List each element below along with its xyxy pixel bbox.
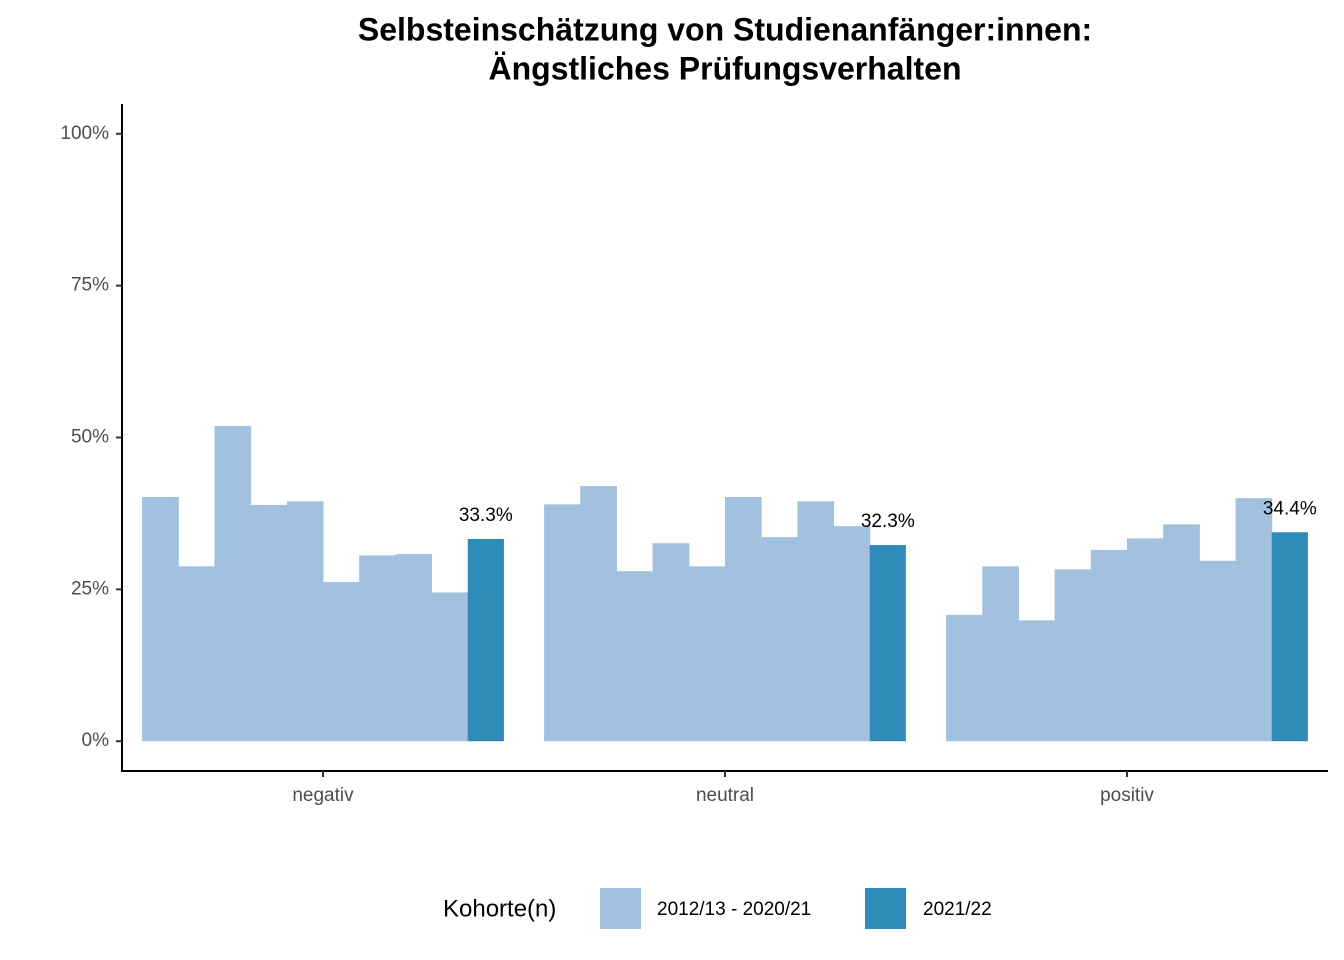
bar xyxy=(431,592,469,742)
bar xyxy=(544,504,581,742)
x-tick-label: positiv xyxy=(1100,785,1154,806)
bar xyxy=(761,537,798,742)
y-tick-label: 0% xyxy=(82,730,110,751)
bar xyxy=(869,545,906,742)
bar xyxy=(1090,549,1128,742)
bar xyxy=(178,566,215,742)
bar xyxy=(250,504,288,742)
bar xyxy=(467,538,504,742)
bar xyxy=(688,566,726,742)
bar xyxy=(1127,538,1164,742)
bar xyxy=(1163,524,1200,742)
bar xyxy=(797,501,835,742)
bar xyxy=(214,425,252,742)
bar xyxy=(1054,569,1092,742)
legend-label: 2012/13 - 2020/21 xyxy=(657,899,811,920)
bar xyxy=(286,501,324,742)
y-tick-label: 50% xyxy=(71,427,109,448)
bar xyxy=(142,497,179,742)
bar xyxy=(616,571,654,742)
bar xyxy=(323,582,360,742)
chart-title: Ängstliches Prüfungsverhalten xyxy=(489,50,962,86)
bar xyxy=(833,526,871,742)
bar xyxy=(1271,532,1308,742)
bar xyxy=(652,543,690,742)
legend-label: 2021/22 xyxy=(923,899,992,920)
value-label: 34.4% xyxy=(1263,498,1317,519)
value-label: 32.3% xyxy=(861,511,915,532)
legend-swatch xyxy=(600,888,641,929)
bar xyxy=(359,555,396,742)
x-tick-label: negativ xyxy=(292,785,354,806)
legend-swatch xyxy=(865,888,906,929)
y-tick-label: 100% xyxy=(60,123,109,144)
chart-title: Selbsteinschätzung von Studienanfänger:i… xyxy=(358,11,1092,47)
y-tick-label: 75% xyxy=(71,275,109,296)
legend-title: Kohorte(n) xyxy=(443,895,556,922)
bar xyxy=(395,554,433,742)
x-tick-label: neutral xyxy=(696,785,754,806)
bar xyxy=(982,566,1019,742)
bar xyxy=(946,614,983,742)
bar xyxy=(1018,620,1056,742)
bar xyxy=(1199,560,1237,742)
bar xyxy=(1235,498,1273,742)
value-label: 33.3% xyxy=(459,505,513,526)
bar xyxy=(725,497,762,742)
y-tick-label: 25% xyxy=(71,578,109,599)
bar xyxy=(580,486,617,742)
